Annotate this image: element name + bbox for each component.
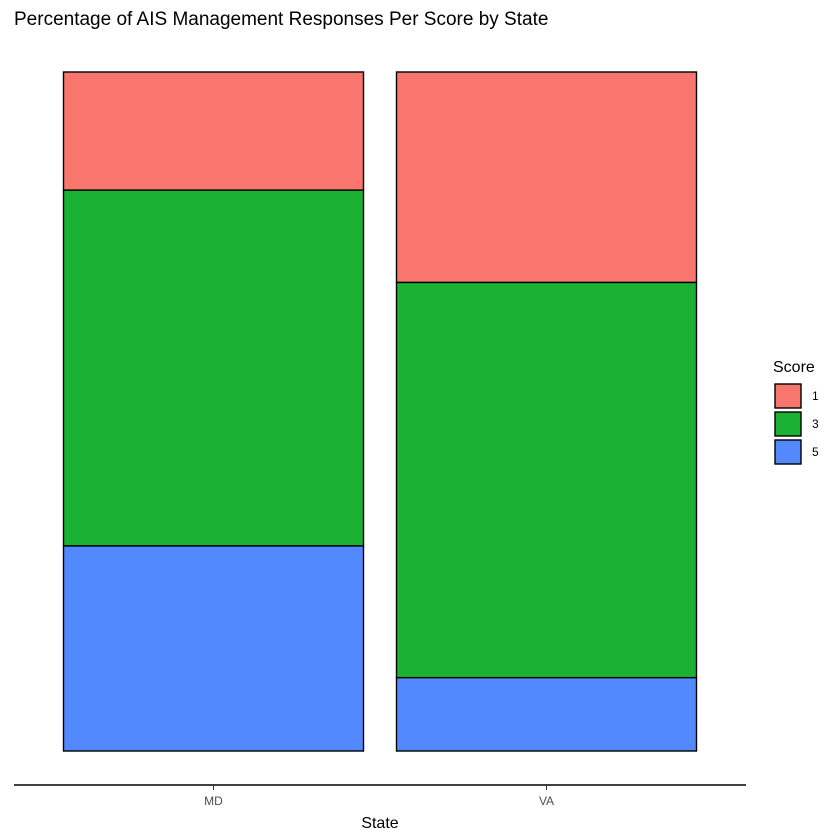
bar-segment-md-score-3 [62, 189, 365, 547]
legend-items: 1 3 5 [774, 383, 819, 465]
x-tick-label-md: MD [204, 794, 223, 808]
legend-label-score-5: 5 [812, 445, 819, 459]
bar-segment-va-score-1 [395, 71, 698, 284]
bar-segment-va-score-5 [395, 676, 698, 752]
x-axis-title: State [361, 815, 398, 832]
legend-title: Score [773, 359, 815, 376]
legend-label-score-1: 1 [812, 389, 819, 403]
bar-segment-md-score-1 [62, 71, 365, 191]
bar-segment-md-score-5 [62, 545, 365, 752]
x-axis-ticks: MD VA [204, 785, 554, 808]
legend-label-score-3: 3 [812, 417, 819, 431]
legend-key-score-3 [774, 411, 802, 437]
bars-group [62, 71, 698, 752]
legend-key-score-5 [774, 439, 802, 465]
chart-title: Percentage of AIS Management Responses P… [14, 9, 548, 30]
legend: Score 1 3 5 [773, 359, 819, 465]
legend-key-score-1 [774, 383, 802, 409]
x-tick-label-va: VA [539, 794, 554, 808]
bar-segment-va-score-3 [395, 281, 698, 679]
